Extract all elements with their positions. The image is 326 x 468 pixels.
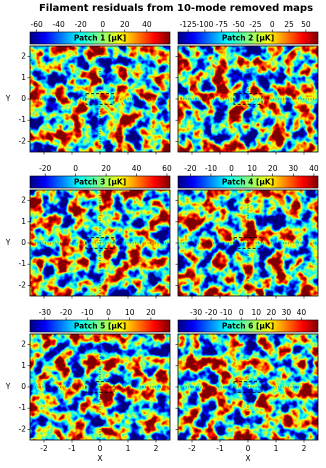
y-tick-label: -2 <box>19 136 27 145</box>
colorbar-tick-label: 0 <box>239 308 244 317</box>
y-tick-label: -1 <box>19 403 27 412</box>
colorbar <box>177 31 319 45</box>
y-tick-label: -2 <box>19 424 27 433</box>
colorbar-tick-label: 40 <box>309 164 319 173</box>
x-tick-label: 1 <box>126 444 131 453</box>
dashed-box <box>85 381 115 393</box>
colorbar-label: Patch 3 [μK] <box>74 178 126 187</box>
x-axis-label: X <box>245 454 250 463</box>
colorbar-tick-label: -75 <box>216 20 228 29</box>
colorbar-tick-label: 20 <box>120 20 130 29</box>
colorbar-tick-label: 20 <box>101 164 111 173</box>
colorbar-tick-label: -10 <box>205 164 217 173</box>
colorbar-tick-label: -20 <box>75 20 87 29</box>
colorbar-tick-label: -50 <box>232 20 244 29</box>
dashed-box <box>233 237 263 249</box>
colorbar-tick-label: -25 <box>249 20 261 29</box>
y-tick-label: 0 <box>21 94 26 103</box>
colorbar <box>29 175 171 189</box>
colorbar-tick-label: 20 <box>267 308 277 317</box>
y-tick-label: -1 <box>19 259 27 268</box>
dashed-box <box>85 93 115 105</box>
y-tick-label: 0 <box>21 382 26 391</box>
colorbar-tick-label: 0 <box>106 308 111 317</box>
colorbar-tick-label: -30 <box>190 308 202 317</box>
y-axis-label: Y <box>5 382 11 391</box>
colorbar-tick-label: -20 <box>205 308 217 317</box>
colorbar-tick-label: 10 <box>252 308 262 317</box>
colorbar-tick-label: -60 <box>30 20 42 29</box>
colorbar-tick-label: 50 <box>301 20 311 29</box>
y-tick-label: -1 <box>19 115 27 124</box>
colorbar-tick-label: 40 <box>142 20 152 29</box>
x-tick-label: -1 <box>68 444 76 453</box>
colorbar-label: Patch 2 [μK] <box>222 34 274 43</box>
colorbar-label: Patch 1 [μK] <box>74 34 126 43</box>
colorbar-tick-label: -10 <box>220 308 232 317</box>
x-axis-label: X <box>97 454 102 463</box>
colorbar-tick-label: 25 <box>284 20 294 29</box>
colorbar-tick-label: -20 <box>60 308 72 317</box>
colorbar-tick-label: -20 <box>184 164 196 173</box>
y-tick-label: -2 <box>19 280 27 289</box>
colorbar-tick-label: 10 <box>247 164 257 173</box>
x-tick-label: 2 <box>302 444 307 453</box>
x-tick-label: -1 <box>216 444 224 453</box>
x-tick-label: 1 <box>274 444 279 453</box>
y-tick-label: 2 <box>21 196 26 205</box>
colorbar-tick-label: 10 <box>125 308 135 317</box>
colorbar-tick-label: 60 <box>162 164 172 173</box>
x-tick-label: -2 <box>188 444 196 453</box>
colorbar <box>29 319 171 333</box>
y-tick-label: 0 <box>21 238 26 247</box>
colorbar <box>177 175 319 189</box>
y-axis-label: Y <box>5 94 11 103</box>
colorbar-tick-label: -10 <box>81 308 93 317</box>
colorbar-tick-label: -20 <box>39 164 51 173</box>
dashed-box <box>233 93 263 105</box>
y-tick-label: 2 <box>21 52 26 61</box>
colorbar-tick-label: -40 <box>53 20 65 29</box>
colorbar-tick-label: 20 <box>268 164 278 173</box>
y-axis-label: Y <box>5 238 11 247</box>
figure-title: Filament residuals from 10-mode removed … <box>39 3 313 14</box>
x-tick-label: -2 <box>40 444 48 453</box>
x-tick-label: 0 <box>98 444 103 453</box>
x-tick-label: 0 <box>246 444 251 453</box>
colorbar-tick-label: 30 <box>289 164 299 173</box>
y-tick-label: 1 <box>21 217 26 226</box>
dashed-box <box>233 381 263 393</box>
colorbar-tick-label: 30 <box>282 308 292 317</box>
colorbar-tick-label: 0 <box>73 164 78 173</box>
colorbar-tick-label: -125 <box>180 20 197 29</box>
colorbar-tick-label: 0 <box>100 20 105 29</box>
y-tick-label: 1 <box>21 73 26 82</box>
colorbar-label: Patch 4 [μK] <box>222 178 274 187</box>
colorbar <box>29 31 171 45</box>
colorbar-tick-label: 40 <box>297 308 307 317</box>
colorbar-tick-label: -30 <box>39 308 51 317</box>
colorbar-tick-label: 40 <box>132 164 142 173</box>
colorbar-tick-label: 0 <box>229 164 234 173</box>
y-tick-label: 1 <box>21 361 26 370</box>
colorbar-tick-label: 20 <box>146 308 156 317</box>
colorbar-label: Patch 6 [μK] <box>222 322 274 331</box>
colorbar-tick-label: 0 <box>270 20 275 29</box>
dashed-box <box>85 237 115 249</box>
y-tick-label: 2 <box>21 340 26 349</box>
colorbar-label: Patch 5 [μK] <box>74 322 126 331</box>
colorbar <box>177 319 319 333</box>
colorbar-tick-label: -100 <box>196 20 213 29</box>
x-tick-label: 2 <box>154 444 159 453</box>
